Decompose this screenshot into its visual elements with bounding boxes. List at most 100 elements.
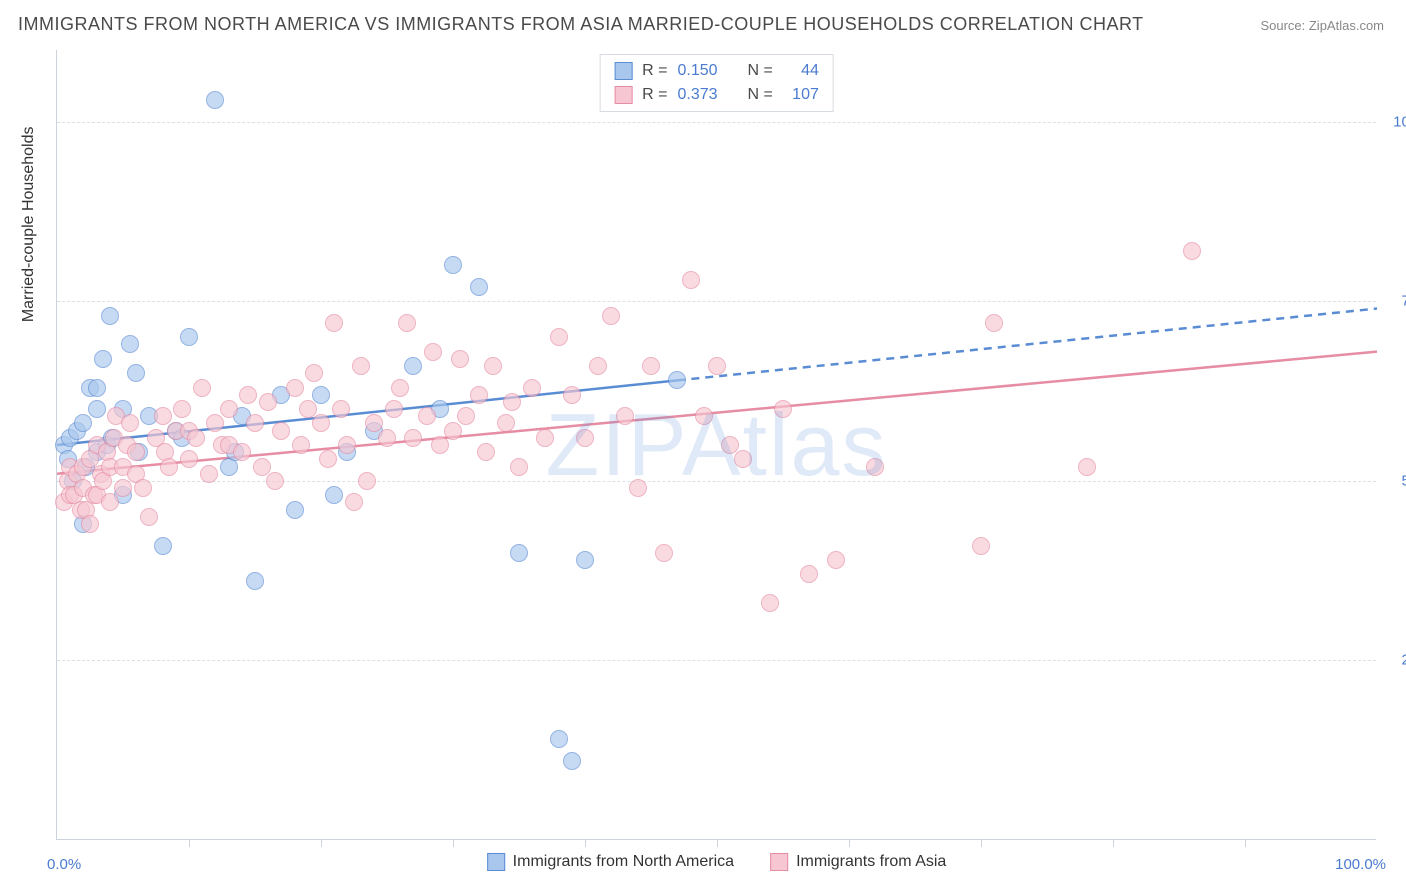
data-point xyxy=(160,458,178,476)
data-point xyxy=(94,350,112,368)
data-point xyxy=(127,364,145,382)
data-point xyxy=(761,594,779,612)
legend-swatch xyxy=(487,853,505,871)
data-point xyxy=(470,386,488,404)
legend-label: Immigrants from Asia xyxy=(796,853,946,871)
data-point xyxy=(800,565,818,583)
legend-r-value: 0.373 xyxy=(677,83,717,107)
data-point xyxy=(424,343,442,361)
data-point xyxy=(88,400,106,418)
data-point xyxy=(721,436,739,454)
data-point xyxy=(484,357,502,375)
x-tick xyxy=(189,839,190,847)
data-point xyxy=(253,458,271,476)
data-point xyxy=(187,429,205,447)
data-point xyxy=(523,379,541,397)
gridline-horizontal xyxy=(57,481,1376,482)
data-point xyxy=(338,436,356,454)
data-point xyxy=(272,422,290,440)
data-point xyxy=(391,379,409,397)
data-point xyxy=(352,357,370,375)
data-point xyxy=(444,256,462,274)
data-point xyxy=(985,314,1003,332)
gridline-horizontal xyxy=(57,301,1376,302)
data-point xyxy=(563,752,581,770)
data-point xyxy=(477,443,495,461)
data-point xyxy=(510,544,528,562)
data-point xyxy=(74,414,92,432)
legend-row: R = 0.373 N = 107 xyxy=(614,83,819,107)
data-point xyxy=(246,414,264,432)
data-point xyxy=(827,551,845,569)
correlation-legend: R = 0.150 N = 44 R = 0.373 N = 107 xyxy=(599,54,834,112)
legend-r-label: R = xyxy=(642,59,667,83)
data-point xyxy=(682,271,700,289)
data-point xyxy=(563,386,581,404)
data-point xyxy=(470,278,488,296)
data-point xyxy=(602,307,620,325)
data-point xyxy=(292,436,310,454)
legend-label: Immigrants from North America xyxy=(513,853,734,871)
data-point xyxy=(365,414,383,432)
data-point xyxy=(286,501,304,519)
data-point xyxy=(503,393,521,411)
data-point xyxy=(325,314,343,332)
data-point xyxy=(378,429,396,447)
y-axis-label: Married-couple Households xyxy=(20,127,38,323)
legend-n-value: 107 xyxy=(783,83,819,107)
data-point xyxy=(319,450,337,468)
data-point xyxy=(1078,458,1096,476)
data-point xyxy=(239,386,257,404)
data-point xyxy=(550,328,568,346)
data-point xyxy=(332,400,350,418)
data-point xyxy=(629,479,647,497)
plot-area: R = 0.150 N = 44 R = 0.373 N = 107 ZIPAt… xyxy=(56,50,1376,840)
series-legend: Immigrants from North America Immigrants… xyxy=(487,853,947,871)
legend-swatch xyxy=(614,62,632,80)
data-point xyxy=(589,357,607,375)
data-point xyxy=(101,493,119,511)
legend-r-label: R = xyxy=(642,83,667,107)
data-point xyxy=(101,307,119,325)
legend-swatch xyxy=(614,86,632,104)
x-tick xyxy=(321,839,322,847)
data-point xyxy=(972,537,990,555)
data-point xyxy=(1183,242,1201,260)
data-point xyxy=(206,91,224,109)
legend-n-label: N = xyxy=(748,59,773,83)
data-point xyxy=(312,386,330,404)
data-point xyxy=(734,450,752,468)
data-point xyxy=(358,472,376,490)
data-point xyxy=(655,544,673,562)
data-point xyxy=(233,443,251,461)
data-point xyxy=(510,458,528,476)
x-tick xyxy=(981,839,982,847)
x-axis-min-label: 0.0% xyxy=(47,856,81,873)
x-tick xyxy=(585,839,586,847)
trend-lines xyxy=(57,50,1377,840)
data-point xyxy=(114,479,132,497)
data-point xyxy=(398,314,416,332)
source-attribution: Source: ZipAtlas.com xyxy=(1260,18,1384,33)
data-point xyxy=(206,414,224,432)
data-point xyxy=(616,407,634,425)
data-point xyxy=(497,414,515,432)
data-point xyxy=(576,429,594,447)
data-point xyxy=(404,357,422,375)
data-point xyxy=(286,379,304,397)
data-point xyxy=(325,486,343,504)
x-tick xyxy=(849,839,850,847)
data-point xyxy=(431,436,449,454)
data-point xyxy=(708,357,726,375)
data-point xyxy=(385,400,403,418)
data-point xyxy=(345,493,363,511)
x-tick xyxy=(717,839,718,847)
data-point xyxy=(154,537,172,555)
data-point xyxy=(88,379,106,397)
data-point xyxy=(305,364,323,382)
data-point xyxy=(451,350,469,368)
x-tick xyxy=(1245,839,1246,847)
data-point xyxy=(418,407,436,425)
data-point xyxy=(444,422,462,440)
data-point xyxy=(259,393,277,411)
